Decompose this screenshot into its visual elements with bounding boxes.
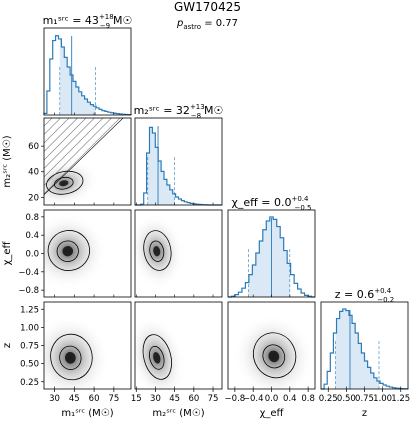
panel-title-m2: m₂ˢʳᶜ = 32+13 −8 M☉ [134, 103, 224, 120]
x-axis-label-m1: m₁ˢʳᶜ (M☉) [61, 408, 113, 419]
y-tick-label: 60 [28, 142, 39, 152]
joint-panel-m1-z [43, 301, 132, 390]
panel-title-m1: m₁ˢʳᶜ = 43+18 −9 M☉ [43, 13, 133, 30]
x-tick-label: 75 [208, 394, 219, 404]
figure-title: GW170425 [174, 0, 241, 14]
density-core [153, 352, 161, 364]
contour-90 [143, 230, 172, 271]
y-tick-label: 0.8 [25, 213, 39, 223]
x-tick-label: 75 [108, 394, 119, 404]
panel-frame [134, 209, 223, 298]
y-tick-label: 40 [28, 168, 39, 178]
y-tick-label: 20 [28, 193, 39, 203]
density-core [62, 246, 74, 257]
credible-interval-fill [335, 308, 379, 389]
contour-50 [59, 345, 82, 370]
y-tick-label: 1.25 [20, 305, 39, 315]
x-tick-label: 45 [169, 394, 180, 404]
x-tick-label: 1.00 [373, 394, 392, 404]
hist-frame-m2 [134, 117, 223, 206]
x-tick-label: −0.4 [243, 394, 264, 404]
contour-90 [252, 332, 297, 379]
contour-50 [149, 345, 165, 370]
hist-panel-m1: m₁ˢʳᶜ = 43+18 −9 M☉ [43, 13, 133, 116]
y-tick-label: 0.75 [20, 342, 39, 352]
x-axis-label-m2: m₂ˢʳᶜ (M☉) [152, 408, 204, 419]
contour-50 [53, 176, 74, 190]
x-tick-label: 30 [150, 394, 161, 404]
y-tick-label: 0.50 [20, 360, 39, 370]
contour-50 [149, 240, 165, 262]
histogram-chi [228, 216, 315, 298]
x-tick-label: 60 [188, 394, 199, 404]
panel-title-z: z = 0.6+0.4 −0.2 [335, 287, 394, 304]
x-tick-label: 0.8 [301, 394, 315, 404]
joint-panel-chi-z [227, 301, 316, 390]
x-tick-label: 15 [131, 394, 142, 404]
hist-panel-chi: χ_eff = 0.0+0.4 −0.5 [227, 195, 316, 298]
contour-90 [50, 333, 93, 381]
y-tick-label: 1.00 [20, 323, 39, 333]
x-axis-label-chi: χ_eff [260, 408, 285, 419]
panel-frame [134, 301, 223, 390]
x-tick-label: 0.75 [355, 394, 374, 404]
panel-frame [43, 117, 132, 206]
contour-90 [47, 230, 90, 271]
y-axis-label-m2: m₂ˢʳᶜ (M☉) [2, 135, 13, 187]
joint-panel-m2-chi [134, 209, 223, 298]
panel-title-chi: χ_eff = 0.0+0.4 −0.5 [232, 195, 312, 212]
histogram-z [321, 308, 409, 390]
density-core [268, 350, 280, 363]
joint-panel-m2-z [134, 301, 223, 390]
x-tick-label: −0.8 [225, 394, 246, 404]
figure-subtitle: pastro = 0.77 [176, 18, 239, 31]
y-tick-label: −0.8 [18, 286, 39, 296]
y-tick-label: 0.0 [25, 250, 39, 260]
density-core [59, 180, 69, 187]
x-tick-label: 30 [49, 394, 60, 404]
hist-panel-m2: m₂ˢʳᶜ = 32+13 −8 M☉ [134, 103, 224, 206]
x-tick-label: 0.25 [319, 394, 338, 404]
x-tick-label: 0.50 [337, 394, 356, 404]
x-tick-label: 0.4 [283, 394, 297, 404]
credible-interval-fill [59, 38, 96, 115]
density-core [153, 246, 161, 257]
y-axis-label-chi: χ_eff [2, 240, 13, 265]
x-axis-label-z: z [362, 408, 367, 419]
x-tick-label: 60 [89, 394, 100, 404]
credible-interval-fill [147, 127, 175, 205]
x-tick-label: 0.0 [265, 394, 279, 404]
contour-90 [142, 334, 172, 380]
y-tick-label: 0.4 [25, 231, 39, 241]
histogram-m1 [43, 35, 132, 116]
joint-panel-m1-chi [43, 209, 132, 298]
x-tick-label: 1.25 [391, 394, 410, 404]
density-core [65, 351, 76, 364]
equal-mass-line [44, 118, 124, 195]
hist-frame-m1 [43, 27, 132, 116]
y-axis-label-z: z [2, 343, 13, 348]
joint-panel-m1-m2 [43, 117, 132, 206]
contour-50 [56, 240, 79, 262]
contour-50 [262, 344, 286, 369]
x-tick-label: 45 [69, 394, 80, 404]
y-tick-label: −0.4 [18, 268, 39, 278]
credible-interval-fill [248, 216, 290, 297]
y-tick-label: 0.25 [20, 378, 39, 388]
hist-panel-z: z = 0.6+0.4 −0.2 [320, 287, 409, 390]
